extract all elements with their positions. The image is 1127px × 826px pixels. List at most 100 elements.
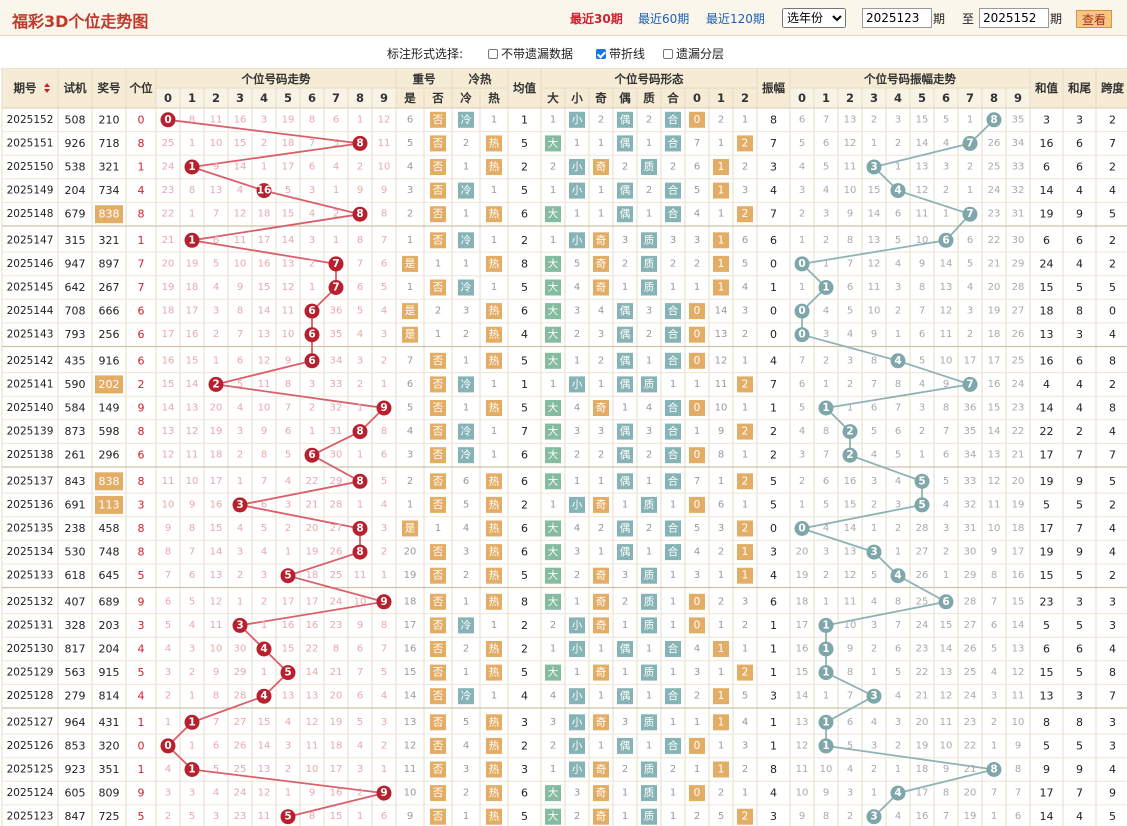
amp-omission-cell: 7 (895, 403, 901, 414)
remainder-omission: 1 (694, 764, 700, 775)
amp-ball-label: 8 (990, 114, 997, 126)
mean-cell: 3 (521, 763, 528, 776)
mean-cell: 5 (521, 137, 528, 150)
hot-tag: 热 (489, 786, 500, 799)
end-issue-input[interactable] (979, 8, 1049, 28)
option-no-omission-checkbox[interactable] (488, 49, 498, 59)
hot-tag-tag (486, 255, 502, 272)
remainder-omission: 7 (694, 476, 700, 487)
units-ball-label: 1 (188, 161, 195, 173)
omission-cell: 3 (189, 788, 195, 799)
shape-tag: 大 (548, 425, 559, 438)
amp-omission-cell: 10 (940, 740, 953, 751)
option-layered-checkbox[interactable] (663, 49, 673, 59)
query-button[interactable]: 查看 (1076, 10, 1112, 28)
issue-cell: 2025133 (7, 570, 54, 582)
units-ball-label: 1 (188, 764, 195, 776)
amp-ball-label: 4 (894, 185, 901, 197)
remainder-omission: 9 (718, 426, 724, 437)
units-ball (184, 714, 200, 730)
omission-cell: 15 (186, 355, 199, 366)
amplitude-cell: 2 (770, 449, 777, 462)
amp-omission-cell: 3 (799, 185, 805, 196)
span-cell: 8 (1109, 354, 1116, 367)
omission-cell: 15 (162, 379, 175, 390)
tail-cell: 7 (1076, 449, 1083, 462)
hot-tag-tag (486, 761, 502, 778)
prize-cell: 210 (99, 113, 120, 126)
units-ball-label: 1 (188, 234, 195, 246)
remainder-tag: 0 (694, 596, 701, 608)
issue-cell: 2025126 (7, 740, 54, 752)
trial-cell: 508 (65, 113, 86, 126)
cold-tag: 冷 (461, 689, 472, 702)
mean-cell: 2 (521, 739, 528, 752)
start-issue-input[interactable] (862, 8, 932, 28)
remainder-tag-tag (689, 111, 705, 128)
amp-omission-cell: 17 (988, 355, 1001, 366)
repeat-omission: 11 (404, 764, 417, 775)
year-select[interactable]: 选年份 (782, 8, 846, 28)
shape-tag: 奇 (596, 281, 607, 294)
shape-tag: 小 (572, 378, 583, 390)
recent-30-link[interactable]: 最近30期 (570, 12, 623, 26)
recent-120-link[interactable]: 最近120期 (706, 12, 765, 26)
issue-cell: 2025141 (7, 378, 54, 390)
amp-omission-cell: 7 (991, 788, 997, 799)
omission-cell: 8 (381, 209, 387, 220)
amp-omission-cell: 13 (1012, 644, 1025, 655)
sum-cell: 17 (1040, 522, 1054, 535)
shape-tag-tag (569, 641, 585, 657)
option-with-line[interactable]: 带折线 (596, 45, 645, 62)
remainder-tag: 2 (742, 208, 749, 220)
cold-omission: 2 (463, 329, 469, 340)
shape-tag: 大 (548, 474, 559, 487)
amp-omission-cell: 3 (823, 209, 829, 220)
hot-tag: 热 (489, 642, 500, 655)
omission-cell: 5 (381, 667, 387, 678)
omission-cell: 6 (261, 499, 267, 510)
units-ball (232, 617, 248, 633)
amp-omission-cell: 8 (823, 426, 829, 437)
shape-omission: 1 (622, 788, 628, 799)
amp-omission-cell: 32 (964, 499, 977, 510)
shape-omission: 1 (670, 379, 676, 390)
amplitude-cell: 0 (770, 257, 777, 270)
span-cell: 4 (1109, 184, 1116, 197)
omission-cell: 1 (189, 740, 195, 751)
amp-omission-cell: 12 (844, 138, 857, 149)
amp-omission-cell: 6 (823, 476, 829, 487)
sum-cell: 15 (1040, 666, 1054, 679)
remainder-tag: 1 (742, 570, 749, 582)
option-with-line-checkbox[interactable] (596, 49, 606, 59)
omission-cell: 5 (285, 450, 291, 461)
repeat-omission: 1 (407, 235, 413, 246)
issue-cell: 2025139 (7, 426, 54, 438)
amp-omission-cell: 34 (1012, 138, 1025, 149)
omission-cell: 2 (165, 691, 171, 702)
amp-ball (818, 738, 834, 754)
units-cell: 6 (138, 305, 145, 318)
cold-omission: 2 (463, 570, 469, 581)
shape-omission: 3 (622, 235, 628, 246)
omission-cell: 1 (381, 379, 387, 390)
remainder-tag-tag (737, 376, 753, 393)
trial-cell: 590 (65, 378, 86, 391)
subheader-shape: 合 (667, 91, 679, 105)
option-layered[interactable]: 遗漏分层 (663, 45, 724, 62)
units-ball (376, 400, 392, 416)
units-cell: 9 (138, 595, 145, 608)
repeat-no-tag (430, 423, 446, 440)
units-ball-label: 3 (236, 499, 243, 511)
remainder-omission: 2 (694, 811, 700, 822)
shape-tag-tag (593, 785, 609, 802)
option-no-omission[interactable]: 不带遗漏数据 (488, 45, 573, 62)
shape-omission: 1 (574, 138, 580, 149)
mean-cell: 5 (521, 354, 528, 367)
recent-60-link[interactable]: 最近60期 (638, 12, 690, 26)
hot-tag: 热 (489, 354, 500, 367)
remainder-omission: 5 (718, 811, 724, 822)
amp-omission-cell: 18 (796, 596, 809, 607)
repeat-no-tag (430, 664, 446, 681)
omission-cell: 19 (330, 717, 343, 728)
